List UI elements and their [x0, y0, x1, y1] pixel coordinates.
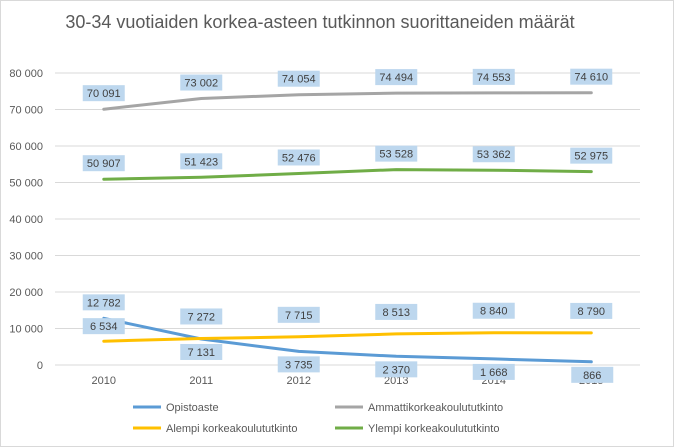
data-label: 1 668 — [472, 363, 515, 380]
data-label: 8 840 — [472, 302, 515, 319]
data-label-text: 8 790 — [577, 306, 605, 318]
data-label-box — [570, 68, 613, 85]
data-label-box — [180, 153, 223, 170]
data-label-box — [277, 70, 320, 87]
data-label-box — [82, 318, 125, 335]
data-label-text: 3 735 — [285, 359, 313, 371]
data-label-box — [375, 303, 418, 320]
data-label: 73 002 — [180, 74, 223, 91]
data-label-box — [277, 356, 320, 373]
data-label: 50 907 — [82, 155, 125, 172]
y-tick-label: 50 000 — [9, 178, 43, 190]
data-label-box — [375, 361, 418, 378]
data-label: 53 528 — [375, 145, 418, 162]
data-label: 74 054 — [277, 70, 320, 87]
data-label: 70 091 — [82, 85, 125, 102]
data-label-text: 70 091 — [87, 88, 121, 100]
x-tick-label: 2013 — [384, 375, 408, 387]
data-label-box — [472, 363, 515, 380]
data-label-text: 6 534 — [90, 321, 118, 333]
data-label: 12 782 — [82, 294, 125, 311]
data-label-text: 52 476 — [282, 152, 316, 164]
legend-label: Ylempi korkeakoulututkinto — [368, 423, 499, 435]
data-label-text: 12 782 — [87, 297, 121, 309]
data-label-text: 74 553 — [477, 72, 511, 84]
y-tick-label: 40 000 — [9, 214, 43, 226]
x-tick-label: 2012 — [287, 375, 311, 387]
data-label-box — [375, 145, 418, 162]
data-label-text: 51 423 — [184, 156, 218, 168]
data-label-text: 74 054 — [282, 74, 316, 86]
data-label-box — [570, 147, 613, 164]
data-label-text: 53 528 — [379, 149, 413, 161]
legend-item: Ammattikorkeakoulututkinto — [335, 402, 503, 414]
y-tick-label: 60 000 — [9, 141, 43, 153]
data-label: 52 476 — [277, 149, 320, 166]
data-label: 866 — [571, 366, 614, 383]
data-label: 7 131 — [180, 343, 223, 360]
series-line-1 — [102, 91, 593, 111]
data-label: 8 513 — [375, 303, 418, 320]
data-label: 52 975 — [570, 147, 613, 164]
data-label: 7 272 — [180, 308, 223, 325]
data-label: 2 370 — [375, 361, 418, 378]
series-line-2 — [102, 331, 593, 343]
y-tick-label: 70 000 — [9, 105, 43, 117]
data-label-box — [472, 68, 515, 85]
data-label-text: 8 840 — [480, 306, 508, 318]
data-label-text: 866 — [583, 370, 601, 382]
legend-label: Ammattikorkeakoulututkinto — [368, 402, 503, 414]
data-label: 53 362 — [472, 146, 515, 163]
data-label-text: 8 513 — [382, 307, 410, 319]
data-label-box — [375, 69, 418, 86]
data-label: 74 553 — [472, 68, 515, 85]
data-label: 7 715 — [277, 306, 320, 323]
data-label-text: 53 362 — [477, 149, 511, 161]
data-label-box — [82, 85, 125, 102]
x-tick-label: 2011 — [189, 375, 213, 387]
series-line-0 — [102, 316, 593, 364]
legend-item: Opistoaste — [133, 402, 219, 414]
data-label-text: 7 715 — [285, 310, 313, 322]
data-label-text: 2 370 — [382, 364, 410, 376]
data-label: 74 610 — [570, 68, 613, 85]
data-label-box — [277, 306, 320, 323]
data-label-box — [82, 155, 125, 172]
legend-label: Alempi korkeakoulututkinto — [166, 423, 297, 435]
data-label: 6 534 — [82, 318, 125, 335]
data-label-box — [570, 302, 613, 319]
data-label-box — [180, 343, 223, 360]
data-label: 74 494 — [375, 69, 418, 86]
legend-item: Ylempi korkeakoulututkinto — [335, 423, 499, 435]
data-label-box — [277, 149, 320, 166]
y-tick-label: 20 000 — [9, 287, 43, 299]
data-label: 8 790 — [570, 302, 613, 319]
y-tick-label: 0 — [37, 360, 43, 372]
data-label-box — [472, 146, 515, 163]
x-tick-label: 2010 — [92, 375, 116, 387]
data-label-text: 73 002 — [184, 78, 218, 90]
y-tick-label: 30 000 — [9, 251, 43, 263]
y-tick-label: 80 000 — [9, 68, 43, 80]
data-label-text: 74 610 — [574, 72, 608, 84]
data-label-box — [571, 366, 614, 383]
data-label-text: 50 907 — [87, 158, 121, 170]
chart-title: 30-34 vuotiaiden korkea-asteen tutkinnon… — [65, 12, 575, 32]
data-label: 3 735 — [277, 356, 320, 373]
y-tick-label: 10 000 — [9, 324, 43, 336]
data-label-box — [180, 308, 223, 325]
data-label: 51 423 — [180, 153, 223, 170]
data-label-text: 52 975 — [574, 151, 608, 163]
legend-item: Alempi korkeakoulututkinto — [133, 423, 297, 435]
data-label-text: 7 131 — [187, 347, 215, 359]
series-line-3 — [102, 168, 593, 181]
data-label-text: 7 272 — [187, 311, 215, 323]
data-label-text: 74 494 — [379, 72, 413, 84]
data-label-box — [180, 74, 223, 91]
data-label-box — [82, 294, 125, 311]
data-label-box — [472, 302, 515, 319]
legend-label: Opistoaste — [166, 402, 219, 414]
data-label-text: 1 668 — [480, 367, 508, 379]
